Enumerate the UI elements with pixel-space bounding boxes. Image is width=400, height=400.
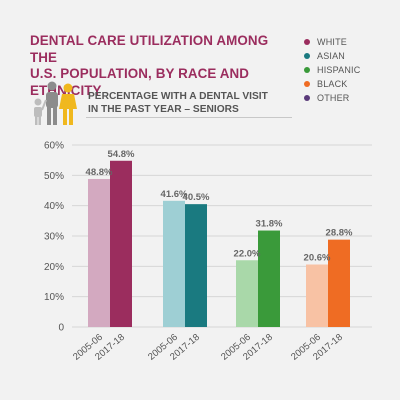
chart-subtitle: PERCENTAGE WITH A DENTAL VISIT IN THE PA… [88, 90, 288, 116]
bar-asian-2017-18 [185, 204, 207, 327]
bar-white-2005-06 [88, 178, 110, 327]
data-label: 40.5% [183, 192, 210, 203]
y-tick-label: 20% [44, 262, 64, 273]
legend-swatch-other [304, 95, 310, 101]
legend-item-asian: ASIAN [304, 49, 360, 63]
family-icon [34, 81, 77, 125]
legend-label-other: OTHER [317, 93, 350, 103]
legend: WHITE ASIAN HISPANIC BLACK OTHER [304, 35, 360, 105]
y-axis-ticks: 0 10% 20% 30% 40% 50% 60% [44, 141, 64, 334]
bar-hispanic-2017-18 [258, 230, 280, 327]
legend-swatch-black [304, 81, 310, 87]
bar-asian-2005-06 [163, 200, 185, 327]
bars [88, 160, 350, 327]
legend-label-hispanic: HISPANIC [317, 65, 361, 75]
data-label: 28.8% [326, 228, 353, 239]
y-tick-label: 40% [44, 201, 64, 212]
y-tick-label: 10% [44, 292, 64, 303]
y-tick-label: 60% [44, 141, 64, 152]
bar-black-2017-18 [328, 239, 350, 327]
legend-swatch-white [304, 39, 310, 45]
data-label: 31.8% [256, 219, 283, 230]
data-label: 22.0% [234, 248, 261, 259]
legend-label-black: BLACK [317, 79, 348, 89]
legend-swatch-asian [304, 53, 310, 59]
legend-label-asian: ASIAN [317, 51, 346, 61]
data-label: 41.6% [161, 189, 188, 200]
bar-black-2005-06 [306, 264, 328, 327]
chart-title-line-1: DENTAL CARE UTILIZATION AMONG THE [30, 33, 269, 65]
data-labels: 48.8% 54.8% 41.6%40.5% 22.0% 31.8% 20.6% 28.8% [86, 149, 353, 264]
y-tick-label: 50% [44, 171, 64, 182]
legend-item-white: WHITE [304, 35, 360, 49]
y-tick-label: 0 [58, 323, 64, 334]
legend-item-hispanic: HISPANIC [304, 63, 360, 77]
subtitle-divider [86, 117, 292, 118]
chart-subtitle-line-1: PERCENTAGE WITH A DENTAL VISIT [88, 91, 268, 102]
data-label: 20.6% [304, 253, 331, 264]
legend-swatch-hispanic [304, 67, 310, 73]
bar-white-2017-18 [110, 160, 132, 327]
data-label: 48.8% [86, 167, 113, 178]
legend-label-white: WHITE [317, 37, 347, 47]
data-label: 54.8% [108, 149, 135, 160]
chart-subtitle-line-2: IN THE PAST YEAR – SENIORS [88, 104, 239, 115]
legend-item-other: OTHER [304, 91, 360, 105]
y-tick-label: 30% [44, 232, 64, 243]
bar-hispanic-2005-06 [236, 260, 258, 327]
legend-item-black: BLACK [304, 77, 360, 91]
